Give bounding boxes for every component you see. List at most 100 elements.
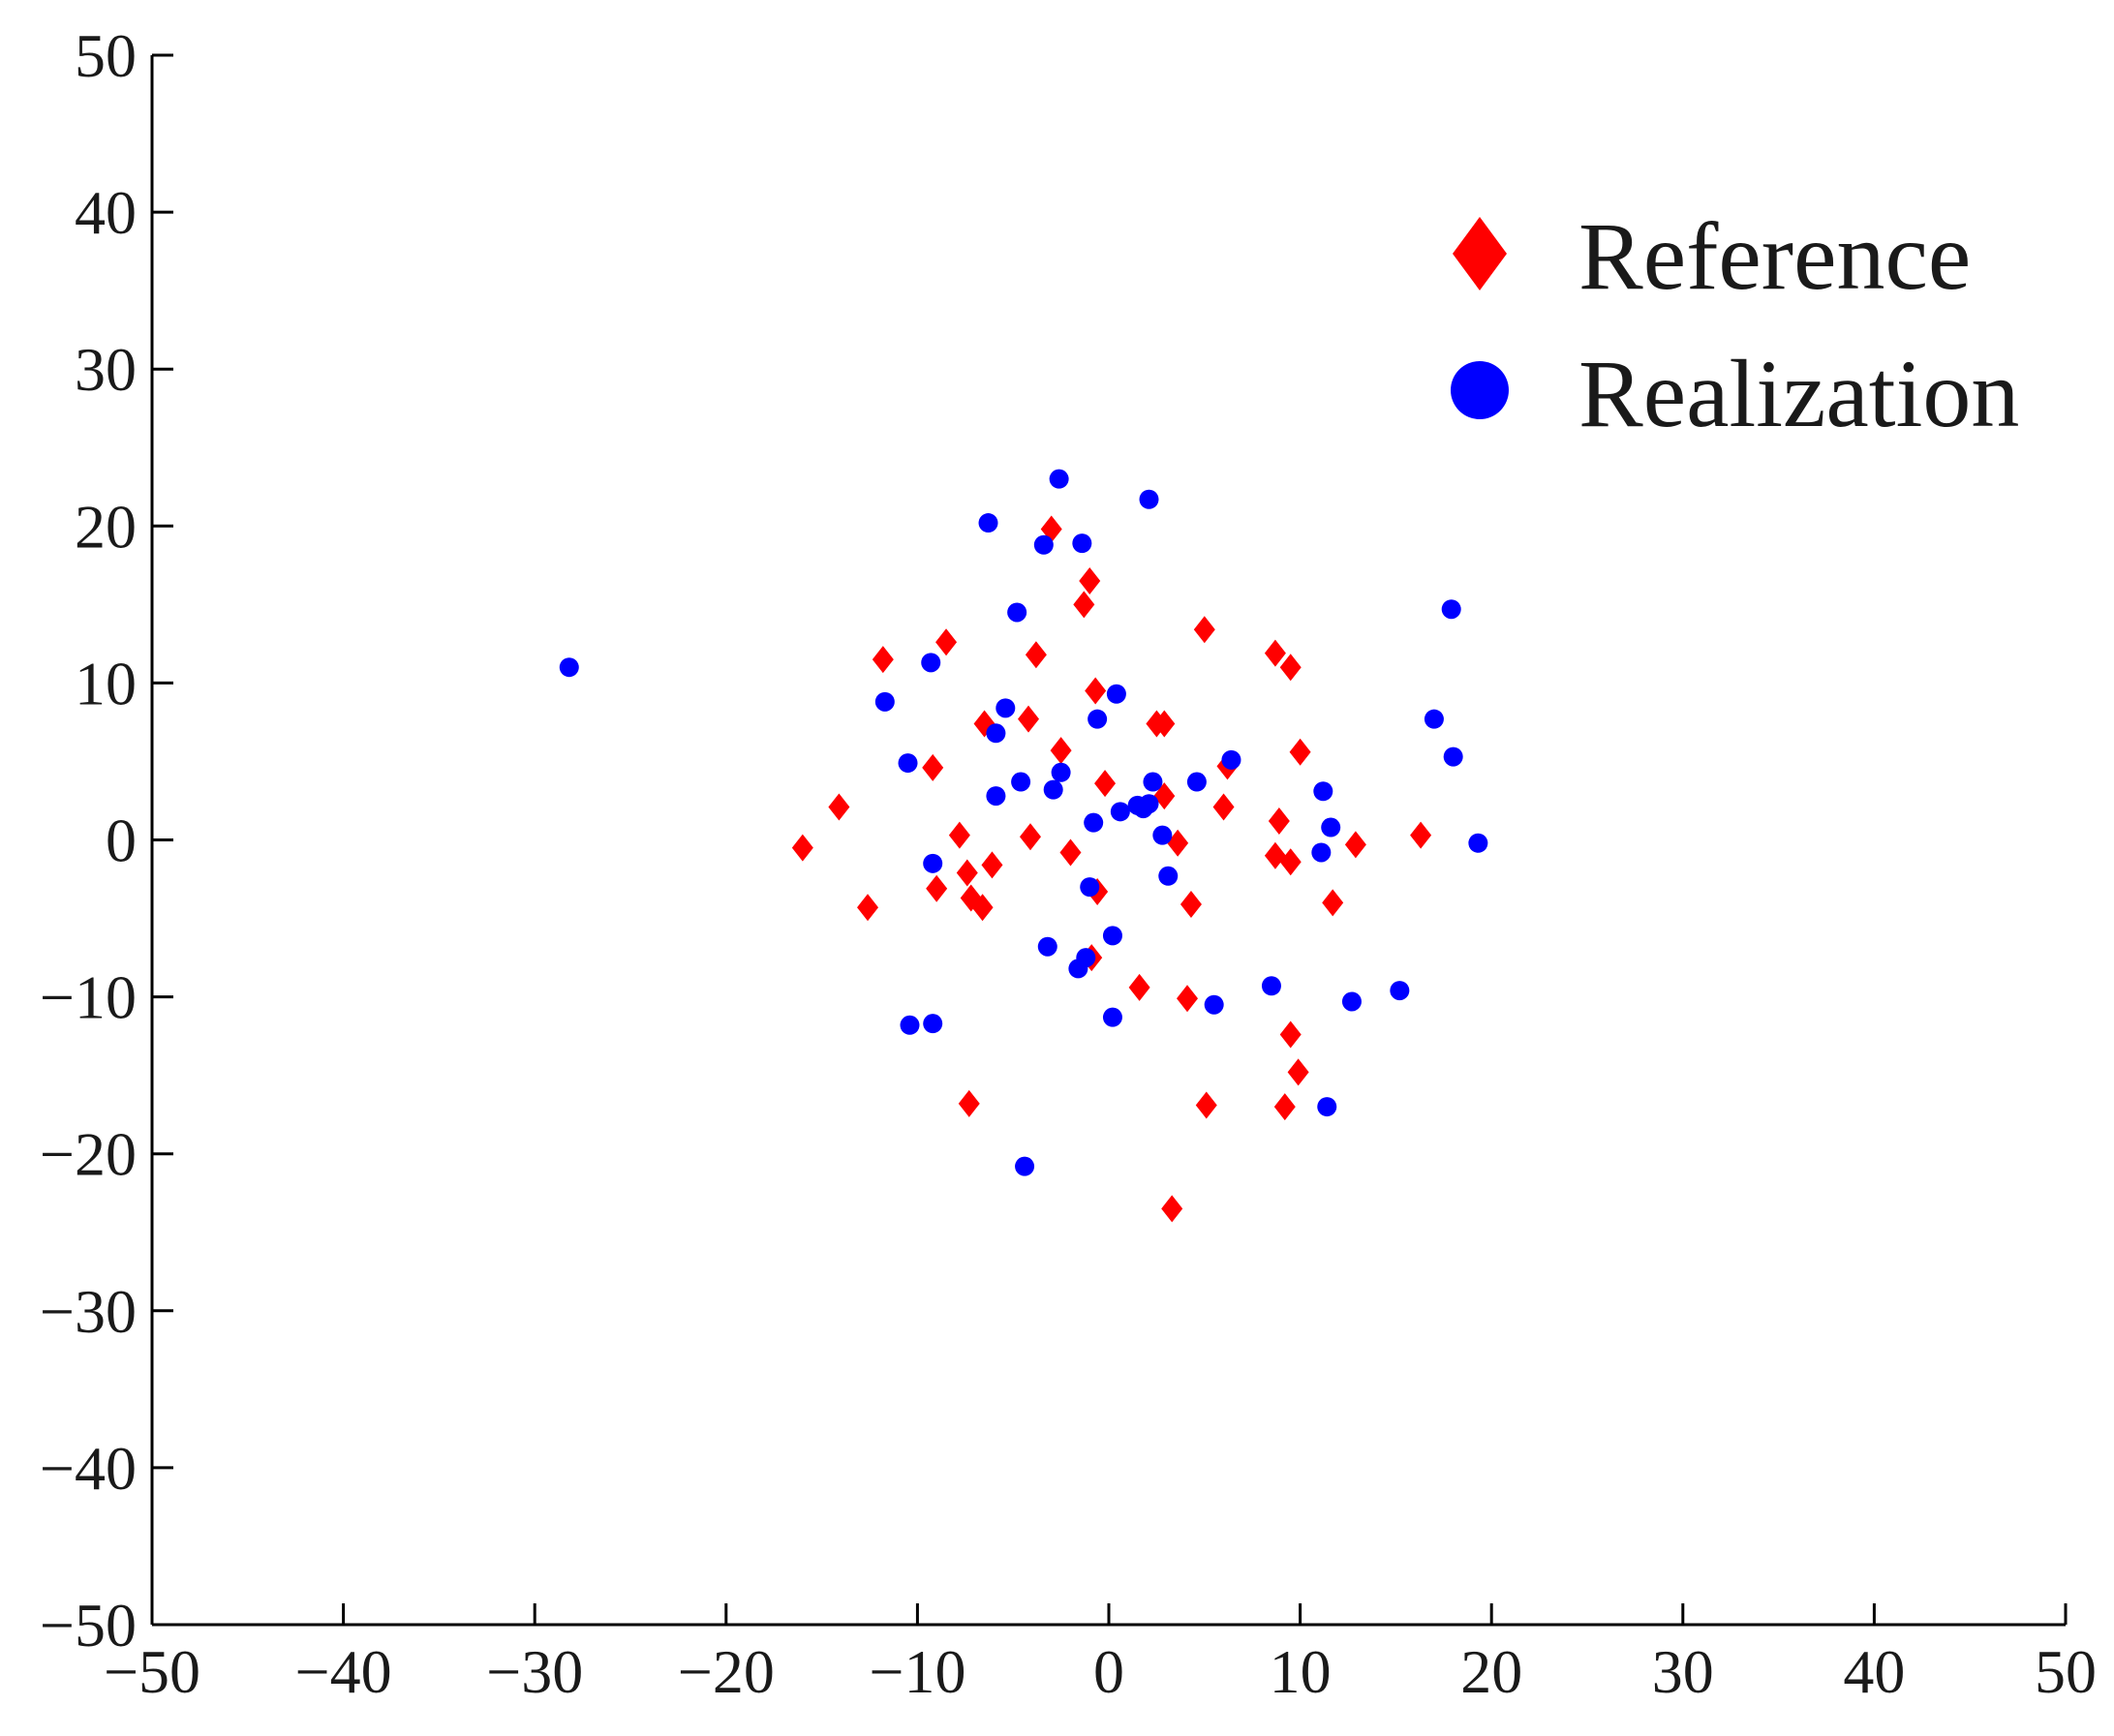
reference-point (1344, 831, 1366, 859)
x-tick-label: 30 (1652, 1637, 1714, 1706)
legend-item-realization: Realization (1451, 340, 2019, 447)
realization-point (1204, 994, 1224, 1015)
reference-point (857, 894, 879, 922)
reference-point (1019, 823, 1041, 851)
realization-point (1106, 684, 1126, 704)
realization-point (1072, 533, 1092, 554)
realization-point (1221, 749, 1241, 770)
reference-point (1018, 705, 1040, 733)
reference-point (828, 793, 850, 821)
y-tick-label: −50 (40, 1591, 137, 1660)
realization-point (1011, 772, 1031, 792)
y-tick-label: 30 (75, 335, 137, 404)
reference-point (1180, 890, 1202, 918)
realization-point (1139, 489, 1159, 509)
legend-marker-diamond-icon (1453, 217, 1507, 290)
x-tick-label: 0 (1093, 1637, 1124, 1706)
legend-label-realization: Realization (1578, 340, 2019, 447)
realization-point (1317, 1097, 1337, 1117)
realization-point (1049, 469, 1069, 489)
reference-point (1059, 838, 1082, 867)
x-tick-label: 50 (2035, 1637, 2097, 1706)
realization-point (559, 657, 579, 678)
realization-point (1084, 812, 1104, 833)
realization-point (1468, 833, 1488, 853)
reference-point (1264, 639, 1286, 667)
x-tick-label: 20 (1460, 1637, 1522, 1706)
reference-point (971, 894, 994, 922)
reference-point (1167, 829, 1189, 857)
x-tick-label: −20 (678, 1637, 775, 1706)
reference-point (1212, 793, 1235, 821)
reference-point (1195, 1091, 1217, 1119)
realization-point (923, 1014, 943, 1034)
reference-point (1085, 677, 1107, 705)
reference-point (956, 859, 978, 887)
reference-point (1094, 770, 1117, 798)
x-tick-label: −40 (295, 1637, 392, 1706)
reference-point (872, 646, 894, 674)
reference-point (1161, 1195, 1183, 1223)
y-tick-label: −30 (40, 1277, 137, 1346)
reference-point (981, 851, 1003, 879)
legend-marker-circle-icon (1451, 361, 1509, 419)
y-tick-label: −10 (40, 963, 137, 1032)
realization-point (986, 786, 1006, 807)
reference-point (1268, 807, 1290, 836)
realization-point (1261, 976, 1281, 996)
ticks: −50 −40 −30 −20 −10 0 10 20 30 40 50 −50 −40 −30 −20 −1… (40, 21, 2097, 1706)
y-tick-label: 10 (75, 649, 137, 717)
y-tick-label: 0 (106, 807, 137, 875)
reference-point (1279, 848, 1302, 876)
realization-point (1186, 772, 1207, 792)
realization-point (923, 853, 943, 873)
realization-point (1043, 779, 1063, 800)
x-tick-label: 40 (1843, 1637, 1905, 1706)
x-tick-label: −30 (486, 1637, 583, 1706)
realization-point (978, 513, 998, 533)
reference-point (926, 874, 948, 902)
realization-point (1443, 746, 1463, 767)
reference-point (1153, 710, 1176, 738)
y-tick-label: 20 (75, 492, 137, 561)
realization-point (996, 698, 1016, 718)
x-tick-label: 10 (1270, 1637, 1332, 1706)
reference-point (922, 753, 944, 781)
realization-point (1015, 1156, 1035, 1176)
reference-point (1289, 738, 1311, 766)
reference-point (973, 710, 996, 738)
realization-point (1311, 842, 1332, 863)
legend-label-reference: Reference (1578, 202, 1971, 310)
reference-point (935, 628, 958, 656)
reference-point (1279, 654, 1302, 682)
reference-point (1050, 737, 1072, 765)
realization-point (1158, 866, 1179, 886)
y-tick-label: 50 (75, 21, 137, 90)
realization-point (1390, 981, 1410, 1001)
data-points (559, 469, 1488, 1223)
realization-point (1424, 709, 1444, 729)
realization-point (1152, 825, 1173, 845)
legend: Reference Realization (1451, 202, 2019, 447)
reference-point (1079, 567, 1101, 595)
reference-point (1025, 641, 1047, 669)
reference-point (948, 821, 970, 849)
realization-point (1341, 991, 1362, 1012)
realization-point (1133, 799, 1153, 819)
realization-point (1033, 534, 1054, 555)
series-realization (559, 469, 1488, 1176)
realization-point (921, 653, 941, 673)
series-reference (791, 515, 1432, 1223)
realization-point (898, 753, 918, 774)
realization-point (1110, 802, 1130, 822)
realization-point (874, 691, 895, 712)
reference-point (1279, 1020, 1302, 1049)
realization-point (1068, 959, 1088, 979)
reference-point (1073, 591, 1095, 619)
legend-item-reference: Reference (1453, 202, 1971, 310)
reference-point (1177, 985, 1199, 1013)
realization-point (1143, 772, 1163, 792)
realization-point (1007, 602, 1027, 623)
realization-point (1441, 599, 1461, 620)
